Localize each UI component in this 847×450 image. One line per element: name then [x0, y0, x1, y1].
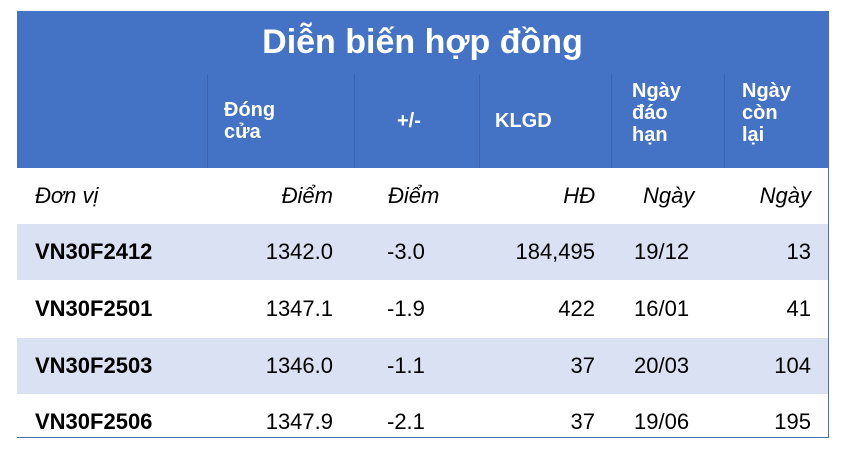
- close-value: 1347.1: [265, 296, 333, 321]
- close-value: 1346.0: [265, 353, 333, 378]
- header-days-left-line2: còn: [742, 102, 778, 124]
- contract-name: VN30F2503: [35, 353, 153, 378]
- change-value: -1.1: [387, 353, 425, 378]
- expiry-value: 16/01: [634, 296, 690, 321]
- volume-value: 37: [570, 409, 595, 434]
- unit-close: Điểm: [281, 183, 333, 208]
- contract-name: VN30F2506: [35, 409, 153, 434]
- unit-change: Điểm: [388, 183, 440, 208]
- header-name: [17, 74, 207, 168]
- header-expiry-line3: hạn: [632, 124, 668, 146]
- unit-name: Đơn vị: [35, 183, 99, 208]
- table-row: VN30F2506 1347.9 -2.1 37 19/06 195: [17, 394, 828, 450]
- table-row: VN30F2412 1342.0 -3.0 184,495 19/12 13: [17, 224, 828, 280]
- contract-name: VN30F2501: [35, 296, 153, 321]
- expiry-value: 19/06: [634, 409, 690, 434]
- header-expiry-line1: Ngày: [632, 80, 681, 102]
- header-close-line2: cửa: [224, 121, 261, 143]
- table-title: Diễn biến hợp đồng: [17, 11, 828, 74]
- days-left-value: 104: [774, 353, 811, 378]
- table-row: VN30F2503 1346.0 -1.1 37 20/03 104: [17, 338, 828, 394]
- volume-value: 37: [570, 353, 595, 378]
- header-volume: KLGD: [479, 74, 611, 168]
- volume-value: 184,495: [515, 239, 595, 264]
- header-change: +/-: [354, 74, 479, 168]
- header-expiry-line2: đáo: [632, 102, 668, 124]
- contract-name: VN30F2412: [35, 239, 153, 264]
- header-days-left-line3: lại: [742, 124, 765, 146]
- close-value: 1347.9: [265, 409, 333, 434]
- header-change-label: +/-: [397, 110, 421, 132]
- days-left-value: 195: [774, 409, 811, 434]
- volume-value: 422: [558, 296, 595, 321]
- unit-volume: HĐ: [563, 183, 595, 208]
- close-value: 1342.0: [265, 239, 333, 264]
- header-days-left-line1: Ngày: [742, 80, 791, 102]
- change-value: -3.0: [387, 239, 425, 264]
- header-close: Đóng cửa: [207, 74, 354, 168]
- expiry-value: 19/12: [634, 239, 690, 264]
- expiry-value: 20/03: [634, 353, 690, 378]
- contracts-table: Diễn biến hợp đồng Đóng cửa +/- KLGD Ngà…: [17, 11, 829, 438]
- table-row: VN30F2501 1347.1 -1.9 422 16/01 41: [17, 281, 828, 337]
- header-days-left: Ngày còn lại: [724, 74, 828, 168]
- header-row: Đóng cửa +/- KLGD Ngày đáo hạn Ngày còn …: [17, 74, 828, 168]
- days-left-value: 41: [786, 296, 811, 321]
- change-value: -2.1: [387, 409, 425, 434]
- header-expiry: Ngày đáo hạn: [611, 74, 724, 168]
- unit-expiry: Ngày: [643, 183, 695, 208]
- header-close-line1: Đóng: [224, 99, 276, 121]
- unit-row: Đơn vị Điểm Điểm HĐ Ngày Ngày: [17, 168, 828, 224]
- unit-days-left: Ngày: [759, 183, 811, 208]
- days-left-value: 13: [786, 239, 811, 264]
- change-value: -1.9: [387, 296, 425, 321]
- header-volume-label: KLGD: [495, 110, 552, 132]
